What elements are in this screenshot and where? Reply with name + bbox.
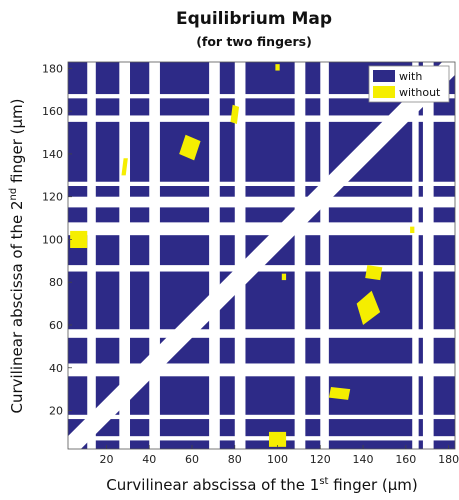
x-tick-label: 60: [185, 453, 199, 466]
y-tick-label: 80: [49, 276, 63, 289]
x-axis-label: Curvilinear abscissa of the 1st finger (…: [106, 476, 418, 494]
y-tick-label: 180: [42, 62, 63, 75]
x-tick-label: 140: [353, 453, 374, 466]
without-band-vertical: [209, 62, 220, 449]
x-tick-label: 20: [99, 453, 113, 466]
without-region: [365, 265, 383, 281]
without-region: [268, 431, 287, 447]
y-axis-label: Curvilinear abscissa of the 2nd finger (…: [8, 98, 26, 413]
without-band-horizontal: [68, 363, 455, 377]
without-band-horizontal: [68, 196, 455, 208]
without-band-horizontal: [68, 94, 455, 99]
without-band-vertical: [119, 62, 131, 449]
without-band-horizontal: [68, 222, 455, 236]
x-tick-label: 100: [267, 453, 288, 466]
x-tick-label: 160: [395, 453, 416, 466]
without-region: [410, 226, 415, 234]
y-tick-label: 40: [49, 362, 63, 375]
without-region: [179, 134, 201, 161]
without-region: [275, 64, 280, 71]
without-band-horizontal: [68, 115, 455, 122]
axis-ticks: 20 40 60 80 100 120 140 160 180 20 40 60 80 100 120 140…: [42, 62, 459, 466]
plot-frame: [67, 61, 456, 450]
x-tick-label: 40: [142, 453, 156, 466]
without-band-vertical: [320, 62, 329, 449]
without-band-vertical: [87, 62, 96, 449]
without-band-vertical: [422, 62, 434, 449]
y-tick-label: 140: [42, 148, 63, 161]
y-tick-label: 100: [42, 233, 63, 246]
chart-title: Equilibrium Map: [176, 9, 332, 29]
y-tick-label: 160: [42, 105, 63, 118]
plot-area: [68, 62, 455, 449]
without-band-horizontal: [68, 329, 455, 338]
without-region: [328, 386, 351, 400]
legend-swatch-with: [373, 70, 395, 82]
without-region: [281, 273, 287, 281]
without-region: [70, 230, 88, 249]
without-band-horizontal: [68, 181, 455, 187]
without-band-vertical: [294, 62, 306, 449]
without-region: [230, 104, 240, 125]
without-band-diagonal: [68, 62, 455, 449]
without-band-horizontal: [68, 414, 455, 420]
x-tick-label: 120: [310, 453, 331, 466]
legend-label-without: without: [399, 86, 441, 99]
y-tick-label: 60: [49, 319, 63, 332]
legend: with without: [368, 65, 450, 103]
without-band-vertical: [149, 62, 160, 449]
y-tick-label: 120: [42, 191, 63, 204]
x-tick-label: 180: [438, 453, 459, 466]
without-band-horizontal: [68, 436, 455, 441]
legend-swatch-without: [373, 86, 395, 98]
y-tick-label: 20: [49, 405, 63, 418]
without-band-vertical: [234, 62, 246, 449]
legend-label-with: with: [399, 70, 422, 83]
x-axis-label-superscript: st: [319, 476, 328, 487]
without-band-vertical: [412, 62, 419, 449]
without-region: [356, 290, 381, 325]
without-region: [121, 158, 128, 176]
chart-subtitle: (for two fingers): [196, 34, 312, 49]
x-tick-label: 80: [228, 453, 242, 466]
y-axis-label-superscript: nd: [8, 188, 19, 201]
